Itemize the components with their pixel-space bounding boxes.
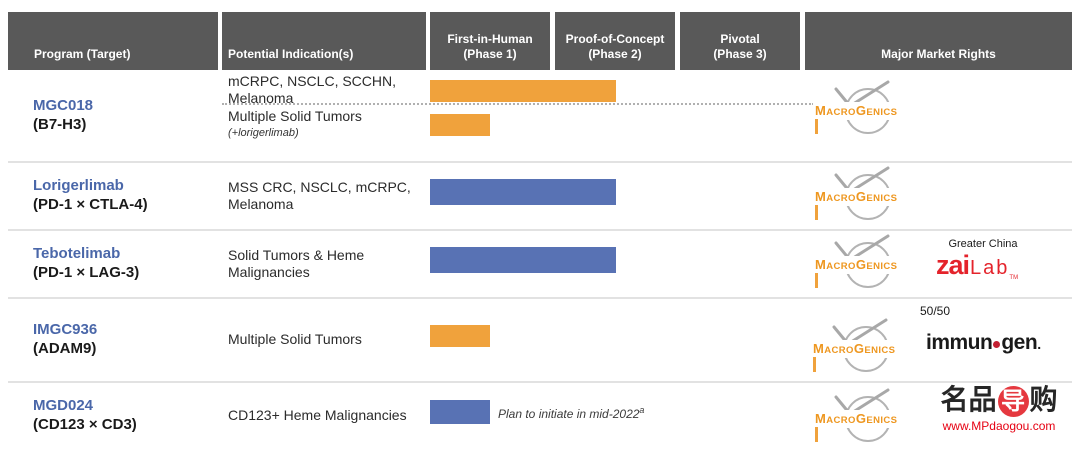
row-divider bbox=[8, 297, 1072, 299]
indication-cell: Multiple Solid Tumors bbox=[228, 298, 424, 382]
column-header-indications: Potential Indication(s) bbox=[222, 12, 426, 70]
mpdaogou-watermark-logo: 名品导购 www.MPdaogou.com bbox=[924, 383, 1074, 433]
column-header-program: Program (Target) bbox=[8, 12, 218, 70]
zai-lab-logo: zaiLabTM bbox=[936, 250, 1019, 281]
program-target: (PD-1 × CTLA-4) bbox=[33, 196, 148, 213]
program-cell-mgd024: MGD024 (CD123 × CD3) bbox=[8, 382, 220, 450]
program-cell-lorigerlimab: Lorigerlimab (PD-1 × CTLA-4) bbox=[8, 162, 220, 230]
indication-text: Multiple Solid Tumors bbox=[228, 108, 362, 124]
program-name: Lorigerlimab bbox=[33, 177, 124, 195]
indication-note: (+lorigerlimab) bbox=[228, 127, 299, 140]
macrogenics-tick-mark bbox=[815, 273, 818, 288]
immunogen-logo: immun gen. bbox=[926, 331, 1041, 354]
row-divider bbox=[8, 161, 1072, 163]
macrogenics-tick-mark bbox=[813, 357, 816, 372]
program-name: MGD024 bbox=[33, 397, 94, 415]
program-cell-mgc018: MGC018 (B7-H3) bbox=[8, 70, 220, 162]
phase-progress-bar bbox=[430, 179, 616, 205]
macrogenics-wordmark: MACROGENICS bbox=[813, 188, 900, 206]
macrogenics-wordmark: MACROGENICS bbox=[813, 102, 900, 120]
column-header-line2: (Phase 3) bbox=[713, 47, 767, 62]
row-divider bbox=[8, 381, 1072, 383]
indication-text: Solid Tumors & Heme Malignancies bbox=[228, 246, 365, 280]
macrogenics-tick-mark bbox=[815, 427, 818, 442]
macrogenics-logo: MACROGENICS bbox=[806, 318, 918, 376]
mpdaogou-url: www.MPdaogou.com bbox=[942, 419, 1056, 434]
column-header-line2: (Phase 2) bbox=[588, 47, 642, 62]
column-header-market-rights: Major Market Rights bbox=[805, 12, 1072, 70]
indication-text: CD123+ Heme Malignancies bbox=[228, 407, 407, 424]
macrogenics-tick-mark bbox=[815, 205, 818, 220]
macrogenics-logo: MACROGENICS bbox=[808, 388, 920, 446]
program-name: MGC018 bbox=[33, 97, 94, 115]
macrogenics-wordmark: MACROGENICS bbox=[813, 256, 900, 274]
phase-progress-bar bbox=[430, 114, 490, 136]
greater-china-label: Greater China bbox=[948, 238, 1018, 250]
indication-cell: Multiple Solid Tumors (+lorigerlimab) bbox=[228, 108, 424, 140]
program-cell-imgc936: IMGC936 (ADAM9) bbox=[8, 298, 220, 382]
column-header-line1: Proof-of-Concept bbox=[565, 31, 665, 46]
program-cell-tebotelimab: Tebotelimab (PD-1 × LAG-3) bbox=[8, 230, 220, 298]
mpdaogou-circle-icon: 导 bbox=[997, 386, 1029, 418]
column-header-phase1: First-in-Human (Phase 1) bbox=[430, 12, 550, 70]
column-header-phase3: Pivotal (Phase 3) bbox=[680, 12, 800, 70]
phase-progress-bar bbox=[430, 325, 490, 347]
indication-text: MSS CRC, NSCLC, mCRPC, Melanoma bbox=[228, 178, 411, 212]
phase-progress-bar bbox=[430, 400, 490, 424]
program-target: (PD-1 × LAG-3) bbox=[33, 264, 140, 281]
indication-cell: Solid Tumors & Heme Malignancies bbox=[228, 230, 424, 298]
column-header-line1: Pivotal bbox=[720, 31, 760, 46]
macrogenics-logo: MACROGENICS bbox=[808, 234, 920, 292]
immunogen-dot-icon bbox=[993, 341, 1001, 348]
mpdaogou-characters: 名品导购 bbox=[924, 383, 1074, 418]
macrogenics-wordmark: MACROGENICS bbox=[813, 410, 900, 428]
macrogenics-logo: MACROGENICS bbox=[808, 166, 920, 224]
indication-cell: CD123+ Heme Malignancies bbox=[228, 382, 424, 450]
program-target: (B7-H3) bbox=[33, 116, 87, 133]
indication-cell: MSS CRC, NSCLC, mCRPC, Melanoma bbox=[228, 162, 424, 230]
macrogenics-tick-mark bbox=[815, 119, 818, 134]
program-target: (CD123 × CD3) bbox=[33, 416, 137, 433]
column-header-label: Potential Indication(s) bbox=[228, 47, 354, 62]
split-5050-label: 50/50 bbox=[919, 304, 951, 318]
sub-row-divider bbox=[222, 103, 814, 105]
column-header-label: Program (Target) bbox=[34, 47, 131, 62]
phase-progress-bar bbox=[430, 80, 616, 102]
plan-initiation-note: Plan to initiate in mid-2022a bbox=[498, 405, 645, 421]
macrogenics-logo: MACROGENICS bbox=[808, 80, 920, 138]
phase-progress-bar bbox=[430, 247, 616, 273]
macrogenics-wordmark: MACROGENICS bbox=[811, 340, 898, 358]
column-header-phase2: Proof-of-Concept (Phase 2) bbox=[555, 12, 675, 70]
column-header-label: Major Market Rights bbox=[881, 47, 996, 62]
indication-text: mCRPC, NSCLC, SCCHN, Melanoma bbox=[228, 73, 397, 107]
program-target: (ADAM9) bbox=[33, 340, 97, 357]
row-divider bbox=[8, 229, 1072, 231]
indication-text: Multiple Solid Tumors bbox=[228, 331, 362, 348]
program-name: Tebotelimab bbox=[33, 245, 121, 263]
program-name: IMGC936 bbox=[33, 321, 98, 339]
footnote-marker: a bbox=[639, 405, 645, 415]
column-header-line2: (Phase 1) bbox=[463, 47, 517, 62]
column-header-line1: First-in-Human bbox=[447, 31, 533, 46]
